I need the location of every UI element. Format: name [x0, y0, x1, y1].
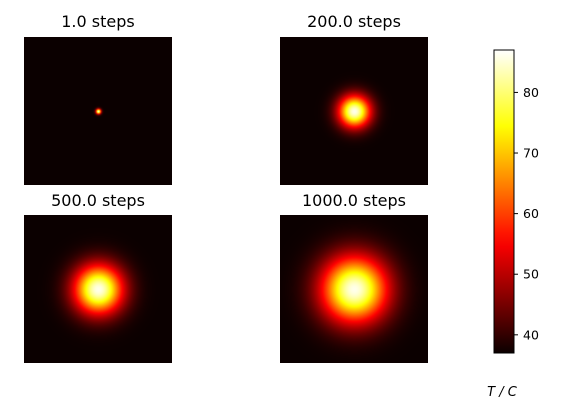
panel-title-1: 1.0 steps [61, 12, 134, 31]
heatmap-image [280, 37, 428, 185]
colorbar [493, 49, 515, 354]
colorbar-tick-label: 70 [523, 146, 539, 161]
colorbar-tick-label: 40 [523, 327, 539, 342]
panel-title-200: 200.0 steps [307, 12, 401, 31]
colorbar-ticks: 40 50 60 70 80 [514, 85, 539, 342]
panel-title-500: 500.0 steps [51, 191, 145, 210]
colorbar-label: T / C [487, 385, 518, 400]
heatmap-panel-1000-steps [280, 215, 428, 363]
heatmap-image [24, 37, 172, 185]
heatmap-image [24, 215, 172, 363]
heatmap-panel-200-steps [280, 37, 428, 185]
panel-title-1000: 1000.0 steps [302, 191, 406, 210]
colorbar-tick-label: 60 [523, 206, 539, 221]
colorbar-tick-label: 50 [523, 267, 539, 282]
heatmap-image [280, 215, 428, 363]
heatmap-panel-1-step [24, 37, 172, 185]
colorbar-tick-label: 80 [523, 85, 539, 100]
heatmap-panel-500-steps [24, 215, 172, 363]
